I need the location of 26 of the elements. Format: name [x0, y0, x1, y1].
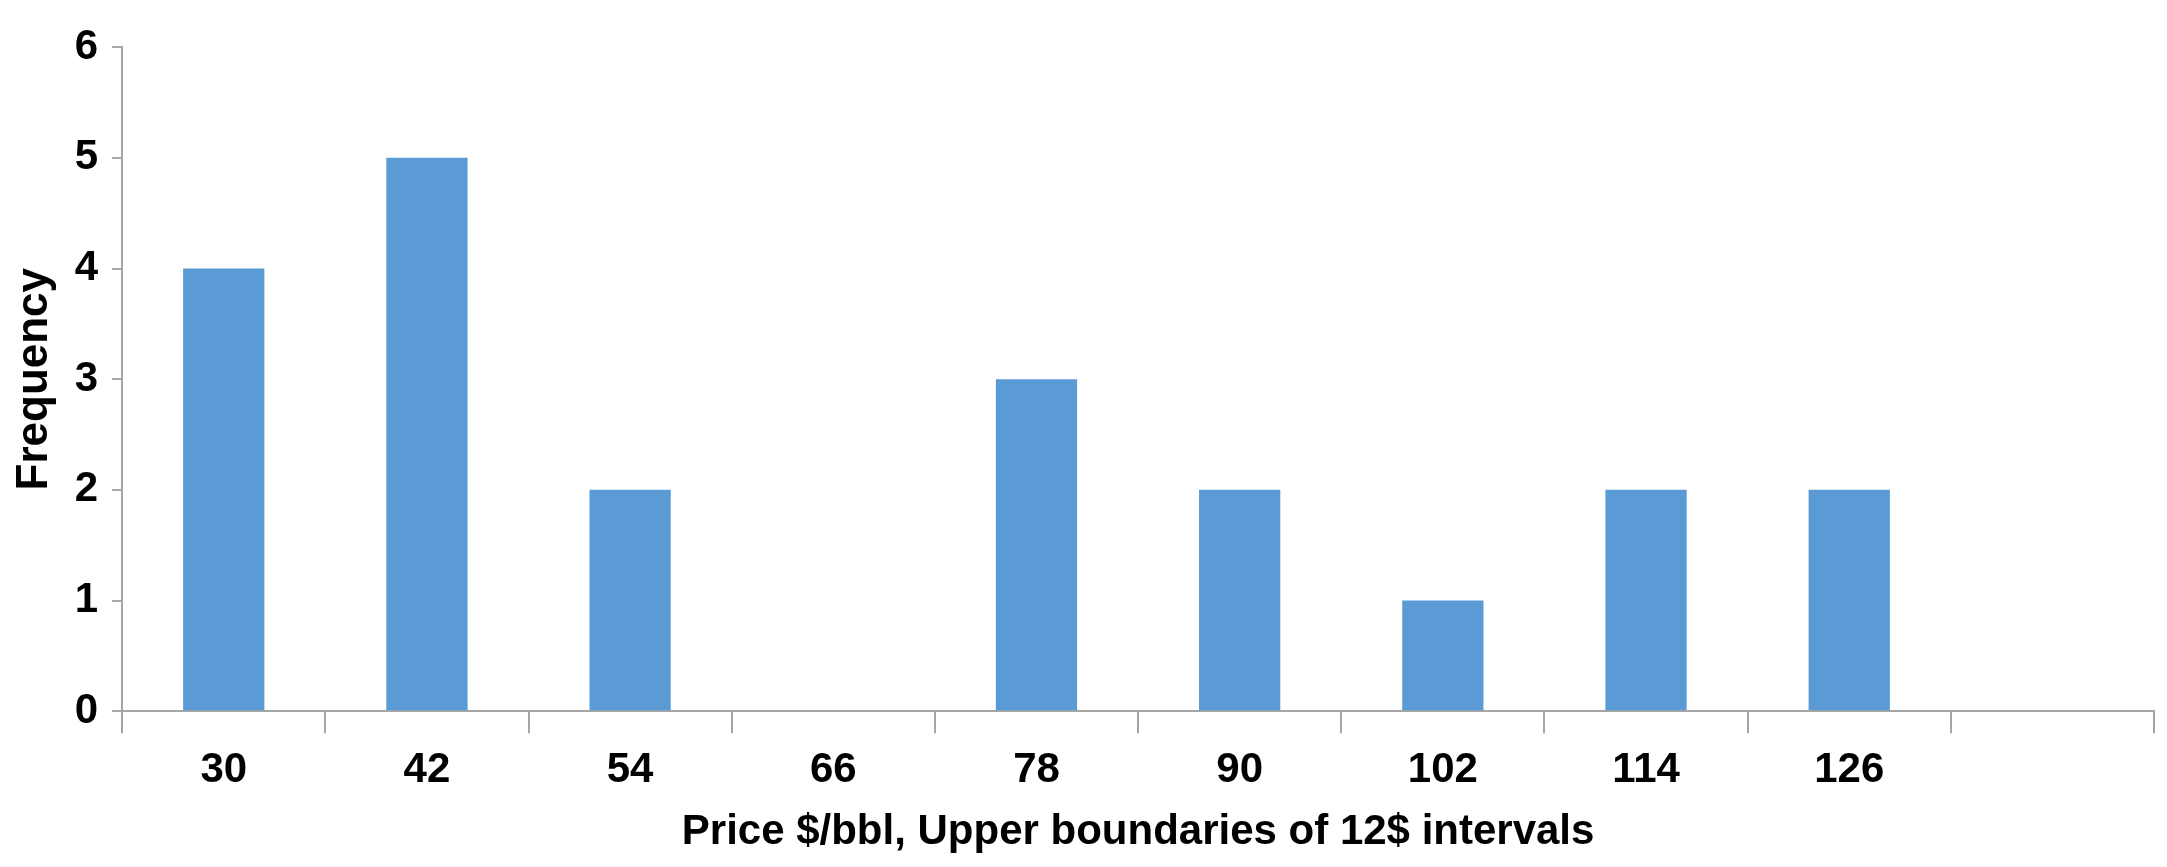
- x-tick-label: 102: [1407, 743, 1478, 791]
- x-tick-label: 78: [1013, 743, 1060, 791]
- x-tick-label: 30: [200, 743, 248, 791]
- x-tick-label: 126: [1814, 743, 1885, 791]
- y-tick-label: 1: [74, 574, 99, 622]
- x-axis-title: Price $/bbl, Upper boundaries of 12$ intervals: [681, 806, 1595, 854]
- y-tick-label: 4: [74, 242, 99, 290]
- bar: [1605, 489, 1687, 711]
- bar: [1199, 489, 1281, 711]
- x-tick-label: 90: [1216, 743, 1264, 791]
- y-tick-label: 6: [74, 20, 99, 68]
- bar: [1808, 489, 1890, 711]
- y-tick-label: 5: [74, 131, 99, 179]
- y-tick-label: 0: [74, 684, 99, 732]
- y-axis-title: Frequency: [6, 267, 56, 491]
- x-tick-label: 114: [1612, 743, 1681, 791]
- bar: [183, 268, 265, 711]
- y-tick-label: 3: [74, 352, 99, 400]
- y-tick-label: 2: [74, 463, 99, 511]
- bar: [386, 157, 468, 711]
- x-tick-label: 54: [606, 743, 655, 791]
- bar: [995, 379, 1078, 711]
- x-tick-label: 42: [403, 743, 451, 791]
- bar: [589, 489, 671, 711]
- bar: [1402, 600, 1484, 711]
- x-tick-label: 66: [809, 743, 857, 791]
